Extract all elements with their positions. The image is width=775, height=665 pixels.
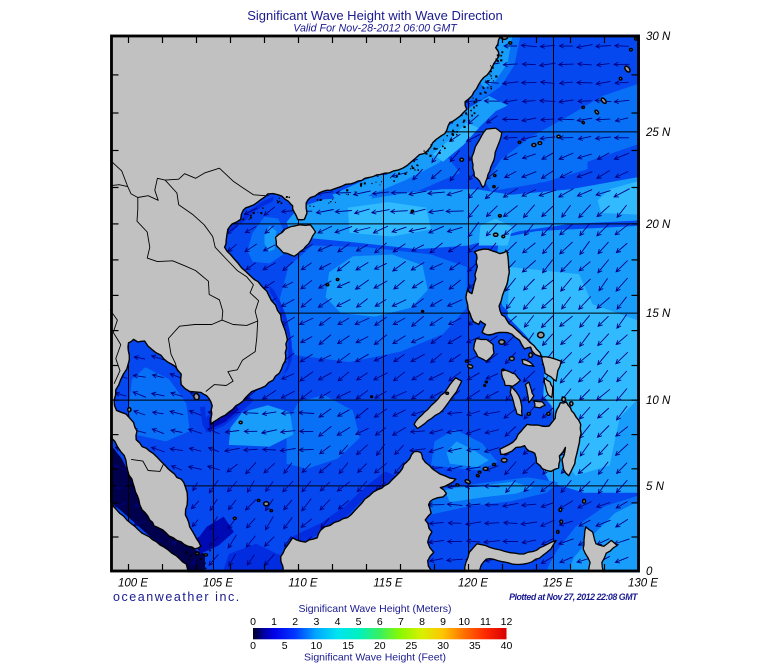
svg-text:130 E: 130 E [628, 578, 658, 590]
svg-text:25 N: 25 N [645, 127, 671, 139]
svg-text:11: 11 [480, 616, 491, 628]
svg-text:25: 25 [406, 640, 418, 652]
svg-text:2: 2 [292, 616, 298, 628]
svg-text:30 N: 30 N [646, 31, 671, 43]
svg-text:5: 5 [356, 616, 362, 628]
svg-text:oceanweather inc.: oceanweather inc. [113, 590, 241, 604]
svg-text:7: 7 [398, 616, 404, 628]
svg-text:100 E: 100 E [118, 578, 148, 590]
svg-text:40: 40 [501, 640, 513, 652]
svg-text:Significant Wave Height (Meter: Significant Wave Height (Meters) [298, 603, 451, 615]
svg-text:3: 3 [313, 616, 319, 628]
svg-text:Valid For Nov-28-2012 06:00 GM: Valid For Nov-28-2012 06:00 GMT [293, 23, 458, 35]
svg-text:0: 0 [250, 640, 256, 652]
svg-text:1: 1 [271, 616, 277, 628]
svg-text:105 E: 105 E [203, 578, 233, 590]
svg-text:10: 10 [458, 616, 470, 628]
svg-text:9: 9 [440, 616, 446, 628]
svg-text:35: 35 [469, 640, 481, 652]
svg-text:Significant Wave Height with W: Significant Wave Height with Wave Direct… [247, 8, 503, 23]
svg-text:15 N: 15 N [646, 308, 671, 320]
svg-text:115 E: 115 E [373, 578, 403, 590]
svg-text:Plotted at Nov 27, 2012 22:08: Plotted at Nov 27, 2012 22:08 GMT [509, 592, 638, 602]
svg-text:10 N: 10 N [646, 395, 671, 407]
svg-text:5: 5 [282, 640, 288, 652]
svg-text:0: 0 [646, 566, 653, 578]
svg-text:15: 15 [342, 640, 354, 652]
svg-text:20: 20 [374, 640, 386, 652]
svg-text:5 N: 5 N [646, 481, 665, 493]
svg-text:30: 30 [437, 640, 449, 652]
svg-text:Significant Wave Height (Feet): Significant Wave Height (Feet) [304, 652, 446, 664]
svg-text:6: 6 [377, 616, 383, 628]
svg-text:20 N: 20 N [645, 219, 671, 231]
svg-text:0: 0 [250, 616, 256, 628]
svg-text:10: 10 [311, 640, 323, 652]
svg-text:4: 4 [335, 616, 341, 628]
svg-text:125 E: 125 E [543, 578, 573, 590]
svg-text:110 E: 110 E [288, 578, 318, 590]
svg-text:8: 8 [419, 616, 425, 628]
svg-text:12: 12 [501, 616, 513, 628]
svg-text:120 E: 120 E [458, 578, 488, 590]
